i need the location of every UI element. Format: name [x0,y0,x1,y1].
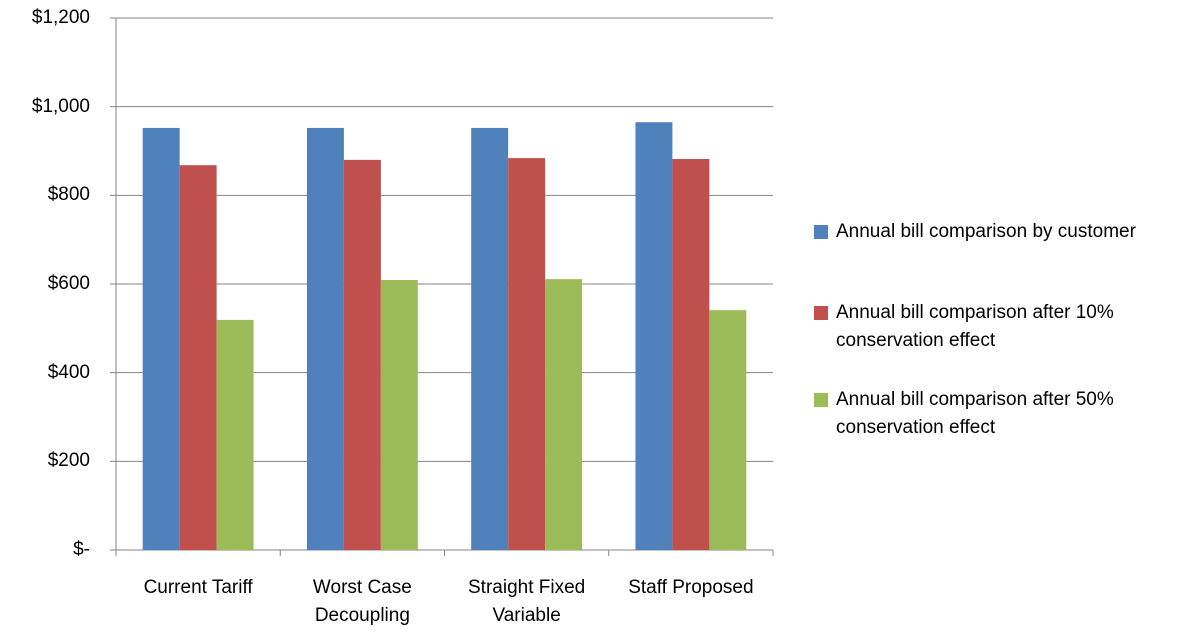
bar [635,122,673,550]
bar [179,165,217,551]
bar [142,127,180,551]
legend-swatch [814,225,828,239]
legend-label: Annual bill comparison after 10% conserv… [836,302,1114,351]
x-tick-label: Worst Case Decoupling [312,577,412,626]
y-tick-label: $800 [47,184,90,206]
bar [343,159,381,550]
x-tick-label: Staff Proposed [628,577,754,598]
y-tick-label: $200 [47,450,90,472]
bar [380,280,418,550]
bar [306,127,344,551]
bar [508,158,546,551]
bar [545,279,583,550]
x-tick-label: Current Tariff [143,577,253,598]
y-tick-label: $400 [47,361,90,383]
y-tick-label: $600 [47,273,90,294]
y-tick-label: $1,000 [31,95,90,117]
x-tick-label: Straight Fixed Variable [468,577,586,626]
legend-swatch [814,306,828,320]
bar [216,319,254,550]
bar [471,127,509,551]
legend-swatch [814,393,828,407]
legend-label: Annual bill comparison after 50% conserv… [836,389,1114,438]
y-tick-label: $1,200 [31,7,90,28]
y-tick-label: $- [73,539,90,560]
bar [672,158,710,551]
legend-label: Annual bill comparison by customer [836,221,1136,242]
bar [709,310,747,550]
